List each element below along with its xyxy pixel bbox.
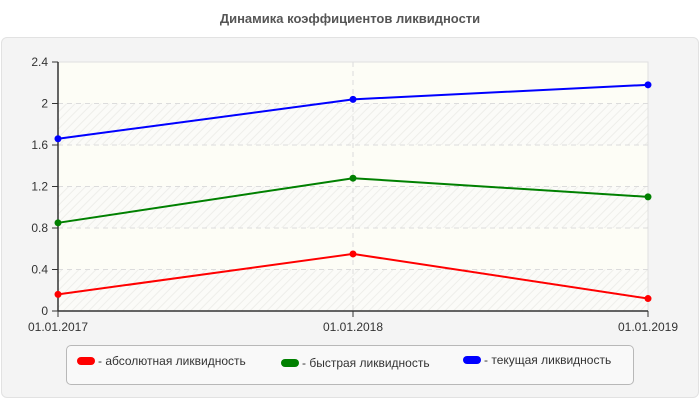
data-point[interactable] bbox=[644, 193, 652, 201]
y-tick-label: 0.4 bbox=[31, 263, 48, 277]
data-point[interactable] bbox=[54, 290, 62, 298]
data-point[interactable] bbox=[349, 174, 357, 182]
legend-item-current[interactable]: - текущая ликвидность bbox=[463, 353, 611, 367]
data-point[interactable] bbox=[349, 95, 357, 103]
y-tick-label: 1.6 bbox=[31, 138, 48, 152]
x-tick-label: 01.01.2018 bbox=[323, 320, 383, 334]
data-point[interactable] bbox=[644, 81, 652, 89]
legend-item-quick[interactable]: - быстрая ликвидность bbox=[281, 356, 430, 370]
legend: - абсолютная ликвидность - быстрая ликви… bbox=[66, 345, 634, 385]
legend-swatch-red bbox=[77, 357, 95, 365]
y-tick-label: 1.2 bbox=[31, 180, 48, 194]
legend-label: - абсолютная ликвидность bbox=[98, 354, 246, 368]
legend-swatch-blue bbox=[463, 356, 481, 364]
legend-swatch-green bbox=[281, 359, 299, 367]
data-point[interactable] bbox=[349, 250, 357, 258]
data-point[interactable] bbox=[54, 219, 62, 227]
data-point[interactable] bbox=[644, 295, 652, 303]
y-tick-label: 0.8 bbox=[31, 221, 48, 235]
legend-label: - быстрая ликвидность bbox=[302, 356, 430, 370]
y-tick-label: 0 bbox=[41, 304, 48, 318]
legend-item-absolute[interactable]: - абсолютная ликвидность bbox=[77, 354, 246, 368]
data-point[interactable] bbox=[54, 135, 62, 143]
plot-area: 0 0.4 0.8 1.2 1.6 2 2.4 01.01.2017 01.01.2018 01.… bbox=[28, 55, 678, 334]
chart-title: Динамика коэффициентов ликвидности bbox=[219, 11, 481, 26]
legend-label: - текущая ликвидность bbox=[484, 353, 612, 367]
x-tick-label: 01.01.2019 bbox=[618, 320, 678, 334]
y-tick-label: 2 bbox=[41, 97, 48, 111]
x-tick-label: 01.01.2017 bbox=[28, 320, 88, 334]
y-tick-label: 2.4 bbox=[31, 55, 48, 69]
